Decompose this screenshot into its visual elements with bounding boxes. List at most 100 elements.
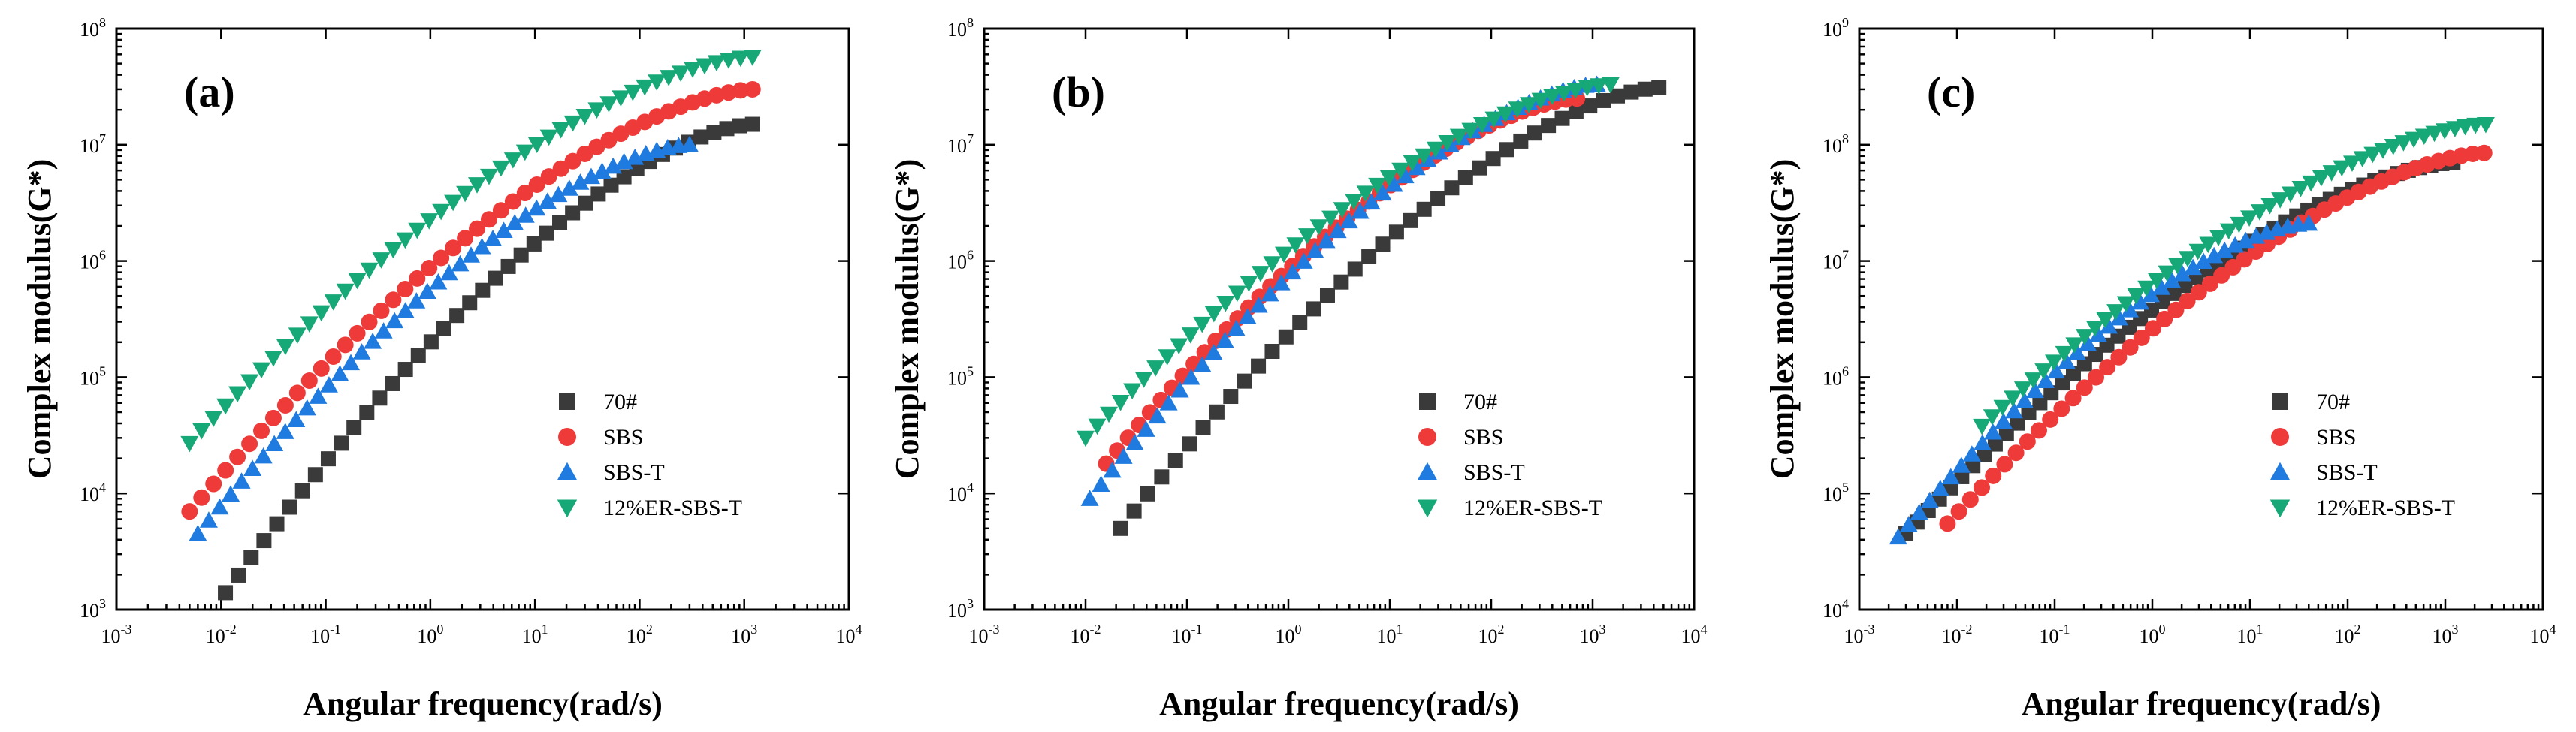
data-point [494,221,513,238]
data-point [2260,198,2279,215]
data-point [1111,394,1130,411]
data-point [2414,128,2433,146]
data-point [456,185,475,203]
data-point [282,499,297,515]
series-12%ER-SBS-T [1077,77,1620,447]
data-point [707,55,726,72]
data-point [1438,134,1457,152]
x-tick-label: 10-2 [206,622,237,647]
data-point [181,503,198,520]
data-point [2142,285,2161,303]
y-tick-base: 10 [1823,19,1842,41]
data-point [695,58,714,75]
legend: 70# SBS SBS-T 12%ER-SBS-T [1417,390,1602,520]
legend-label: 12%ER-SBS-T [2316,496,2455,520]
data-point [264,351,282,367]
data-point [1499,142,1514,158]
data-point [578,195,593,211]
data-point [516,185,533,202]
data-point [241,435,258,453]
data-point [300,372,318,389]
data-point [1484,111,1503,128]
data-point [719,121,735,137]
data-point [2179,292,2196,309]
data-point [506,214,524,230]
data-point [1396,167,1415,184]
data-point [1159,394,1178,411]
x-tick-base: 10 [2140,625,2159,647]
y-tick-exponent: 8 [1842,131,1849,146]
data-point [539,129,558,146]
data-point [253,422,270,439]
data-point [488,270,503,286]
data-point [1298,228,1317,245]
x-tick-exponent: 1 [2257,622,2263,637]
x-axis-title: Angular frequency(rad/s) [2022,685,2381,722]
data-point [2291,181,2310,197]
y-tick-label: 108 [1823,131,1849,157]
data-point [2322,165,2341,182]
x-tick-label: 10-2 [1071,622,1101,647]
legend-marker [1417,499,1438,518]
data-point [1088,418,1107,435]
x-tick-base: 10 [2433,625,2452,647]
data-point [2250,204,2269,221]
data-point [2312,170,2330,187]
data-point [590,186,606,202]
x-tick-exponent: 3 [2452,622,2459,637]
data-point [491,160,510,177]
data-point [331,365,349,381]
panel-label: (b) [1052,68,1105,116]
data-point [2015,392,2034,408]
y-tick-base: 10 [80,483,99,505]
y-tick-label: 107 [1823,248,1849,273]
y-tick-base: 10 [80,600,99,622]
data-point [1228,285,1246,303]
data-point [1204,343,1223,360]
y-axis-title: Complex modulus(G*) [889,159,926,480]
data-point [1472,116,1491,134]
chart-panel-1: 10-3 10-2 10-1 100 101 102 103 1041031041051061… [21,15,862,722]
y-tick-exponent: 8 [99,15,106,30]
series-70# [218,116,760,601]
data-point [423,334,439,350]
data-point [693,129,709,145]
x-tick-base: 10 [1681,625,1701,647]
data-point [1508,101,1527,118]
data-point [2099,359,2116,376]
x-tick-base: 10 [1580,625,1599,647]
data-point [1195,420,1211,435]
data-point [1623,84,1639,100]
data-point [1889,528,1907,545]
data-point [2363,146,2382,164]
data-point [2152,279,2171,295]
data-point [193,489,210,506]
data-point [229,448,246,465]
data-point [2127,288,2146,305]
y-tick-base: 10 [80,135,99,157]
y-tick-base: 10 [1823,600,1842,622]
data-point [1114,447,1133,464]
data-point [540,168,557,185]
data-point [449,308,465,324]
data-point [451,255,470,272]
data-point [2302,175,2321,192]
series-SBS [181,80,761,520]
data-point [1368,177,1387,194]
data-point [2133,329,2150,346]
x-tick-base: 10 [1276,625,1295,647]
y-tick-label: 106 [947,248,974,273]
data-point [384,242,403,259]
data-point [2226,236,2245,253]
data-point [2025,381,2044,399]
data-point [1140,486,1155,502]
legend-marker [557,462,578,480]
data-point [2163,271,2182,288]
legend-label: 70# [1463,390,1497,414]
data-point [218,585,234,601]
data-point [1403,155,1421,172]
data-point [1123,383,1142,400]
data-point [429,273,448,290]
y-tick-label: 106 [1823,363,1849,389]
data-point [324,294,343,311]
